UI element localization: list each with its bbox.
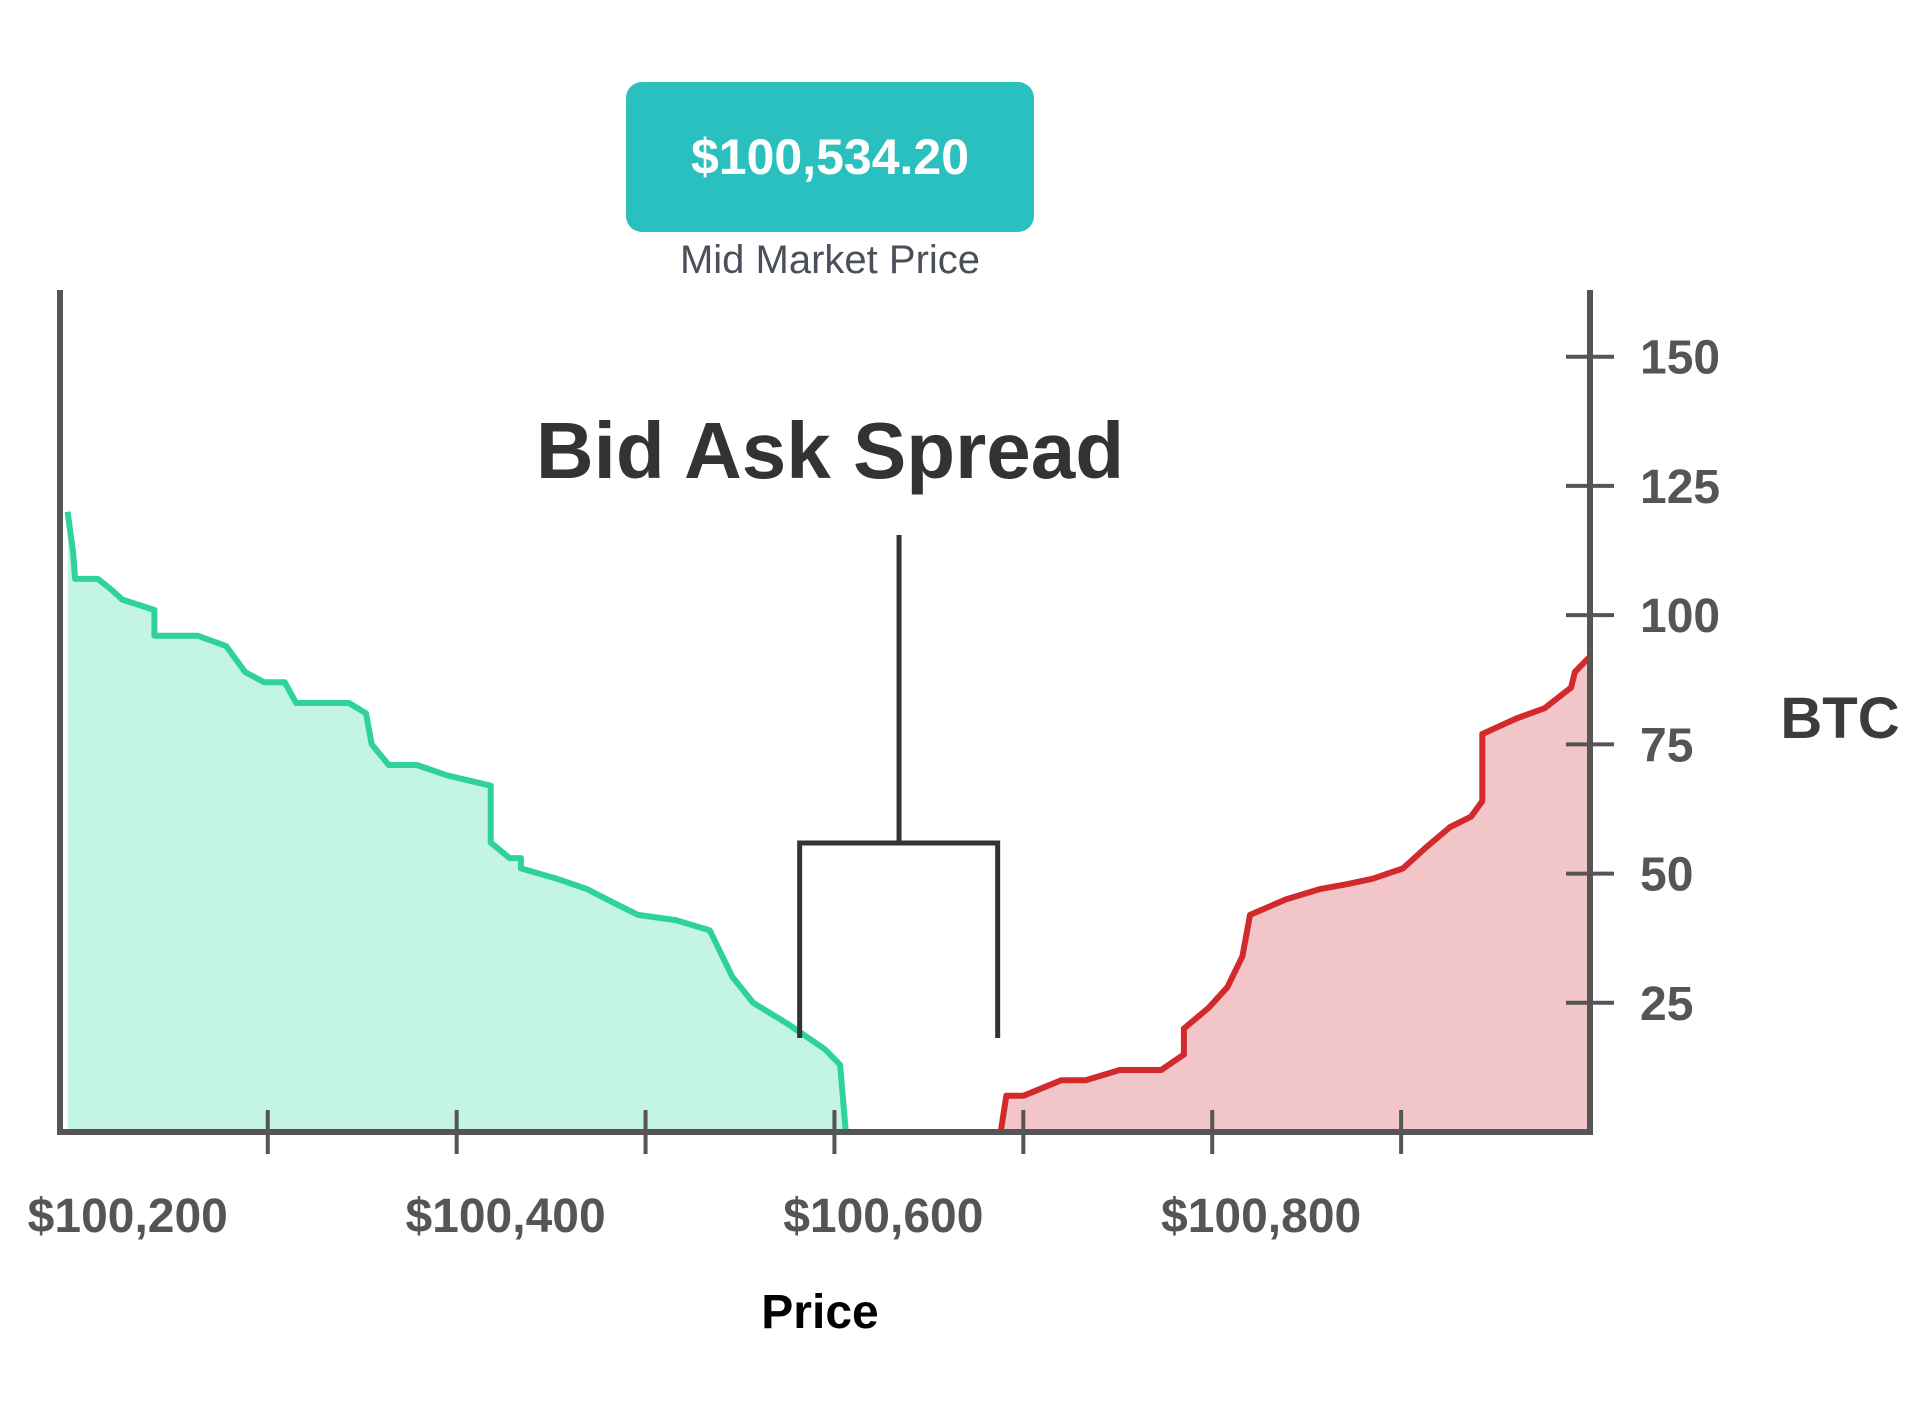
x-tick-label: $100,600 bbox=[783, 1190, 983, 1243]
tick-labels: $100,200 $100,400 $100,600 $100,800 25 50 75 10… bbox=[28, 332, 1720, 1243]
x-tick-label: $100,200 bbox=[28, 1190, 228, 1243]
y-tick-label: 125 bbox=[1640, 461, 1720, 514]
x-tick-label: $100,800 bbox=[1161, 1190, 1361, 1243]
y-tick-label: 50 bbox=[1640, 849, 1693, 902]
x-tick-label: $100,400 bbox=[405, 1190, 605, 1243]
ask-series bbox=[997, 584, 1590, 1132]
mid-price-value: $100,534.20 bbox=[690, 129, 970, 185]
ask-depth-area bbox=[1000, 584, 1590, 1132]
x-axis-label: Price bbox=[761, 1286, 879, 1339]
bid-depth-line bbox=[64, 511, 849, 1132]
mid-price-caption: Mid Market Price bbox=[679, 238, 981, 282]
bid-depth-area bbox=[67, 511, 846, 1132]
ask-depth-line bbox=[997, 584, 1590, 1132]
spread-bracket-lines bbox=[797, 535, 1001, 1038]
y-tick-label: 100 bbox=[1640, 590, 1720, 643]
mid-price-badge: $100,534.20 bbox=[626, 82, 1034, 232]
y-tick-label: 150 bbox=[1640, 332, 1720, 385]
y-tick-label: 75 bbox=[1640, 719, 1693, 772]
y-axis-label: BTC bbox=[1780, 686, 1900, 751]
y-tick-label: 25 bbox=[1640, 978, 1693, 1031]
axes bbox=[57, 290, 1593, 1135]
spread-annotation: Bid Ask Spread bbox=[535, 406, 1125, 495]
spread-bracket bbox=[797, 535, 1001, 1038]
bid-series bbox=[64, 511, 849, 1132]
